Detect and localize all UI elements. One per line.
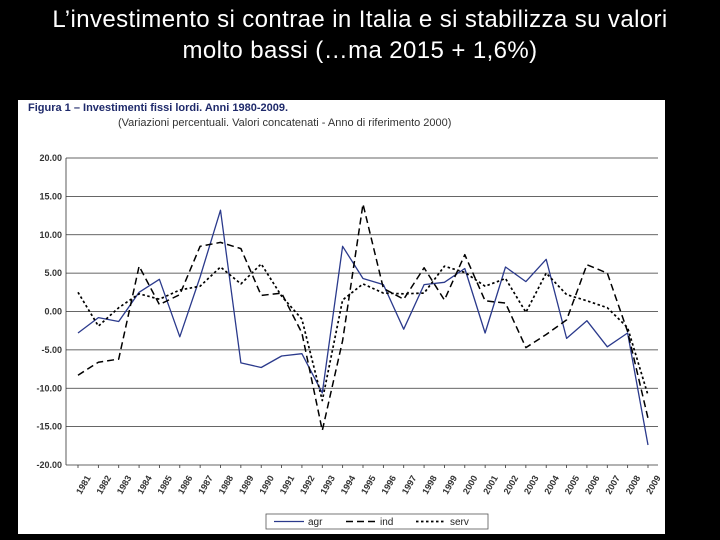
figure-title: Figura 1 – Investimenti fissi lordi. Ann… bbox=[28, 102, 289, 114]
x-tick-label: 2006 bbox=[583, 474, 602, 496]
x-tick-label: 1992 bbox=[298, 474, 317, 496]
x-tick-label: 1996 bbox=[379, 474, 398, 496]
y-tick-label: 5.00 bbox=[44, 268, 62, 278]
x-tick-label: 1990 bbox=[257, 474, 276, 496]
x-tick-label: 1981 bbox=[74, 474, 93, 496]
x-tick-label: 2000 bbox=[461, 474, 480, 496]
x-tick-label: 1985 bbox=[156, 474, 175, 496]
series-line-serv bbox=[77, 263, 649, 402]
y-tick-label: 15.00 bbox=[39, 191, 62, 201]
x-tick-label: 1993 bbox=[318, 474, 337, 496]
series-line-agr bbox=[77, 209, 649, 446]
x-tick-label: 2004 bbox=[542, 474, 561, 496]
x-tick-label: 2008 bbox=[624, 474, 643, 496]
x-tick-label: 1984 bbox=[135, 474, 154, 496]
legend-box bbox=[265, 513, 489, 530]
y-tick-label: -5.00 bbox=[41, 345, 62, 355]
x-tick-label: 1997 bbox=[400, 474, 419, 496]
x-tick-label: 1989 bbox=[237, 474, 256, 496]
x-tick-label: 1998 bbox=[420, 474, 439, 496]
slide-title: L’investimento si contrae in Italia e si… bbox=[52, 6, 668, 64]
y-tick-label: -20.00 bbox=[36, 460, 62, 470]
x-tick-label: 1983 bbox=[115, 474, 134, 496]
x-tick-label: 2001 bbox=[481, 474, 500, 496]
x-tick-label: 1994 bbox=[339, 474, 358, 496]
x-tick-label: 2009 bbox=[644, 474, 663, 496]
x-tick-label: 2002 bbox=[502, 474, 521, 496]
legend-label-agr: agr bbox=[308, 517, 323, 528]
legend-label-serv: serv bbox=[450, 517, 469, 528]
x-tick-label: 2003 bbox=[522, 474, 541, 496]
x-tick-label: 1999 bbox=[441, 474, 460, 496]
x-tick-label: 2007 bbox=[603, 474, 622, 496]
series-line-ind bbox=[77, 203, 649, 432]
legend-label-ind: ind bbox=[380, 517, 393, 528]
x-tick-label: 1987 bbox=[196, 474, 215, 496]
y-tick-label: 20.00 bbox=[39, 153, 62, 163]
x-tick-label: 1986 bbox=[176, 474, 195, 496]
x-tick-label: 1991 bbox=[278, 474, 297, 496]
x-tick-label: 1988 bbox=[217, 474, 236, 496]
y-tick-label: -10.00 bbox=[36, 383, 62, 393]
y-tick-label: -15.00 bbox=[36, 422, 62, 432]
line-chart: 20.00 15.00 10.00 5.00 0.00 -5.00 -10.00 -15.00… bbox=[36, 153, 663, 530]
figure-panel: Figura 1 – Investimenti fissi lordi. Ann… bbox=[18, 100, 665, 534]
y-tick-label: 10.00 bbox=[39, 230, 62, 240]
x-tick-label: 1982 bbox=[94, 474, 113, 496]
y-tick-label: 0.00 bbox=[44, 307, 62, 317]
figure-subtitle: (Variazioni percentuali. Valori concaten… bbox=[118, 117, 452, 129]
x-tick-label: 2005 bbox=[563, 474, 582, 496]
x-tick-label: 1995 bbox=[359, 474, 378, 496]
